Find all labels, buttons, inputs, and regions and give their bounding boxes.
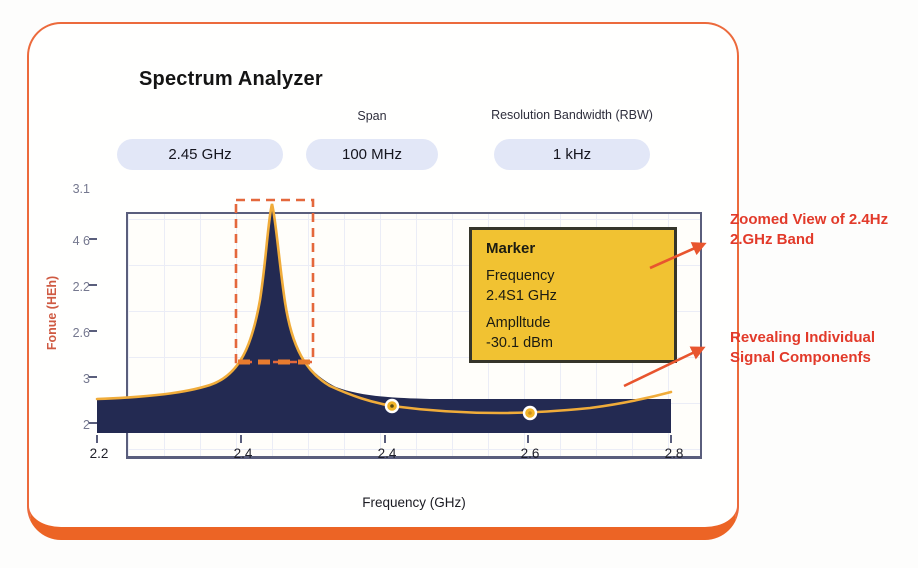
- marker-panel-title: Marker: [486, 240, 536, 257]
- annotation-line: 2.GHz Band: [730, 231, 815, 248]
- y-tick-label: 4 6: [72, 234, 90, 248]
- marker-frequency-value: 2.4S1 GHz: [486, 288, 557, 304]
- marker-readout-panel: Marker Frequency 2.4S1 GHz Amplltude -30…: [469, 227, 677, 363]
- center-frequency-pill[interactable]: 2.45 GHz: [117, 139, 283, 170]
- span-label: Span: [357, 109, 387, 123]
- x-tick-label: 2.6: [520, 446, 540, 461]
- y-tick-label: 2.2: [72, 280, 90, 294]
- span-pill[interactable]: 100 MHz: [306, 139, 438, 170]
- y-tick-label: 2: [83, 418, 90, 432]
- annotation-signal-components: Revealing Individual Signal Componenfs: [730, 328, 918, 368]
- y-axis-title: Fonue (HEh): [45, 275, 59, 351]
- marker-frequency-label: Frequency: [486, 268, 555, 284]
- annotation-zoomed-view: Zoomed View of 2.4Hz 2.GHz Band: [730, 210, 918, 250]
- annotation-line: Revealing Individual: [730, 329, 876, 346]
- rbw-label: Resolution Bandwidth (RBW): [491, 108, 653, 122]
- x-tick-label: 2.4: [377, 446, 397, 461]
- annotation-line: Signal Componenfs: [730, 349, 871, 366]
- page-title: Spectrum Analyzer: [139, 68, 323, 90]
- y-tick-label: 3.1: [72, 182, 90, 196]
- marker-amplitude-label: Amplltude: [486, 315, 551, 331]
- x-tick-label: 2.4: [233, 446, 253, 461]
- y-tick-label: 2.6: [72, 326, 90, 340]
- annotation-line: Zoomed View of 2.4Hz: [730, 211, 889, 228]
- x-tick-label: 2.8: [664, 446, 684, 461]
- spectrum-analyzer-card: Spectrum Analyzer Span Resolution Bandwi…: [27, 22, 739, 540]
- marker-amplitude-value: -30.1 dBm: [486, 335, 553, 351]
- x-tick-label: 2.2: [89, 446, 109, 461]
- y-tick-label: 3: [83, 372, 90, 386]
- x-axis-title: Frequency (GHz): [362, 495, 466, 510]
- rbw-pill[interactable]: 1 kHz: [494, 139, 650, 170]
